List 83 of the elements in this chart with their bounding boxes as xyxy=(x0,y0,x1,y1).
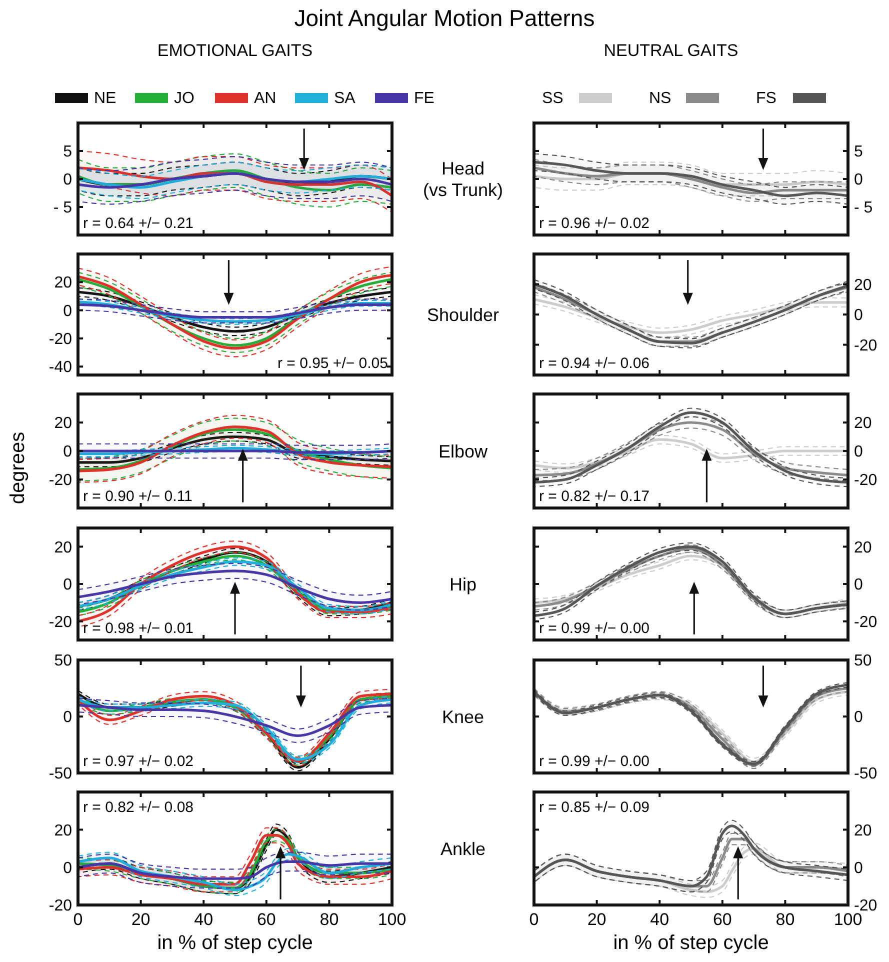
annotation: r = 0.97 +/− 0.02 xyxy=(83,753,194,770)
line-series xyxy=(78,704,392,738)
y-tick-label: -40 xyxy=(48,359,72,376)
y-tick-label: -20 xyxy=(48,898,72,915)
y-tick-label: -20 xyxy=(854,337,878,354)
y-tick-label: 0 xyxy=(63,709,72,726)
x-tick-label: 80 xyxy=(776,910,795,929)
legend-label: NE xyxy=(94,90,116,107)
y-tick-label: 0 xyxy=(854,860,863,877)
annotation: r = 0.85 +/− 0.09 xyxy=(539,799,650,816)
y-tick-label: 5 xyxy=(854,144,863,161)
legend-label: AN xyxy=(254,90,276,107)
x-tick-label: 80 xyxy=(320,910,339,929)
y-tick-label: 0 xyxy=(854,576,863,594)
y-axis-title: degrees xyxy=(7,432,29,504)
x-tick-label: 20 xyxy=(131,910,150,929)
chart-subtitle: NEUTRAL GAITS xyxy=(604,41,738,60)
legend-label: JO xyxy=(174,90,194,107)
legend-label: SS xyxy=(542,90,564,107)
y-tick-label: 50 xyxy=(54,652,72,670)
y-tick-label: 20 xyxy=(54,539,72,556)
y-axis-title: Elbow xyxy=(438,441,489,462)
text: Joint Angular Motion Patterns xyxy=(294,5,595,31)
y-tick-label: 0 xyxy=(854,172,863,189)
x-tick-label: 40 xyxy=(650,910,670,929)
y-axis-title: Head (vs Trunk) xyxy=(422,158,504,200)
y-axis-title: Shoulder xyxy=(426,304,500,325)
legend-label: FE xyxy=(414,90,434,107)
y-tick-label: 20 xyxy=(54,274,72,292)
x-tick-label: 40 xyxy=(194,910,214,929)
line-series xyxy=(78,860,392,880)
x-tick-label: 100 xyxy=(834,910,862,929)
y-tick-label: 0 xyxy=(854,307,863,324)
legend-label: SA xyxy=(334,90,356,107)
y-tick-label: 0 xyxy=(63,444,72,461)
y-axis-title: Hip xyxy=(449,574,477,594)
y-tick-label: -50 xyxy=(854,766,878,783)
y-tick-label: -20 xyxy=(854,614,878,631)
y-tick-label: 0 xyxy=(63,302,72,320)
chart-subtitle: EMOTIONAL GAITS xyxy=(157,41,313,60)
line-series xyxy=(78,570,392,604)
y-tick-label: 20 xyxy=(854,415,872,432)
y-tick-label: 50 xyxy=(854,652,872,670)
annotation: r = 0.64 +/− 0.21 xyxy=(83,215,194,232)
annotation: r = 0.82 +/− 0.08 xyxy=(83,799,194,816)
y-tick-label: 5 xyxy=(63,144,72,161)
x-tick-label: 0 xyxy=(529,910,539,929)
y-tick-label: 20 xyxy=(54,415,72,432)
y-tick-label: 0 xyxy=(63,172,72,189)
x-tick-label: 100 xyxy=(378,910,406,929)
y-tick-label: - 5 xyxy=(53,200,72,217)
x-tick-label: 60 xyxy=(256,910,276,929)
y-tick-label: 0 xyxy=(854,444,863,461)
annotation: r = 0.95 +/− 0.05 xyxy=(277,355,388,372)
legend-label: NS xyxy=(649,90,672,107)
y-tick-label: 0 xyxy=(63,576,72,594)
y-tick-label: -20 xyxy=(48,331,72,348)
y-tick-label: 20 xyxy=(854,539,872,556)
y-tick-label: 20 xyxy=(54,822,72,840)
y-tick-label: -20 xyxy=(854,472,878,490)
annotation: r = 0.99 +/− 0.00 xyxy=(539,620,650,637)
y-tick-label: - 5 xyxy=(854,200,873,217)
y-tick-label: 0 xyxy=(854,709,863,726)
annotation: r = 0.94 +/− 0.06 xyxy=(539,355,650,372)
legend-label: FS xyxy=(756,90,776,107)
annotation: r = 0.96 +/− 0.02 xyxy=(539,215,650,232)
y-axis-title: Knee xyxy=(442,706,484,727)
y-tick-label: -20 xyxy=(48,472,72,490)
y-tick-label: 0 xyxy=(63,860,72,877)
annotation: r = 0.82 +/− 0.17 xyxy=(539,488,650,505)
line-series xyxy=(78,303,392,319)
annotation: r = 0.98 +/− 0.01 xyxy=(83,620,194,637)
x-axis-title: in % of step cycle xyxy=(157,932,313,954)
x-tick-label: 60 xyxy=(712,910,732,929)
x-tick-label: 20 xyxy=(587,910,606,929)
annotation: r = 0.90 +/− 0.11 xyxy=(83,488,192,505)
y-tick-label: 20 xyxy=(854,822,872,840)
annotation: r = 0.99 +/− 0.00 xyxy=(539,753,650,770)
y-tick-label: 20 xyxy=(854,276,872,294)
y-axis-title: Ankle xyxy=(440,838,486,859)
x-axis-title: in % of step cycle xyxy=(613,932,769,954)
y-tick-label: -20 xyxy=(48,614,72,631)
y-tick-label: -50 xyxy=(48,766,72,783)
